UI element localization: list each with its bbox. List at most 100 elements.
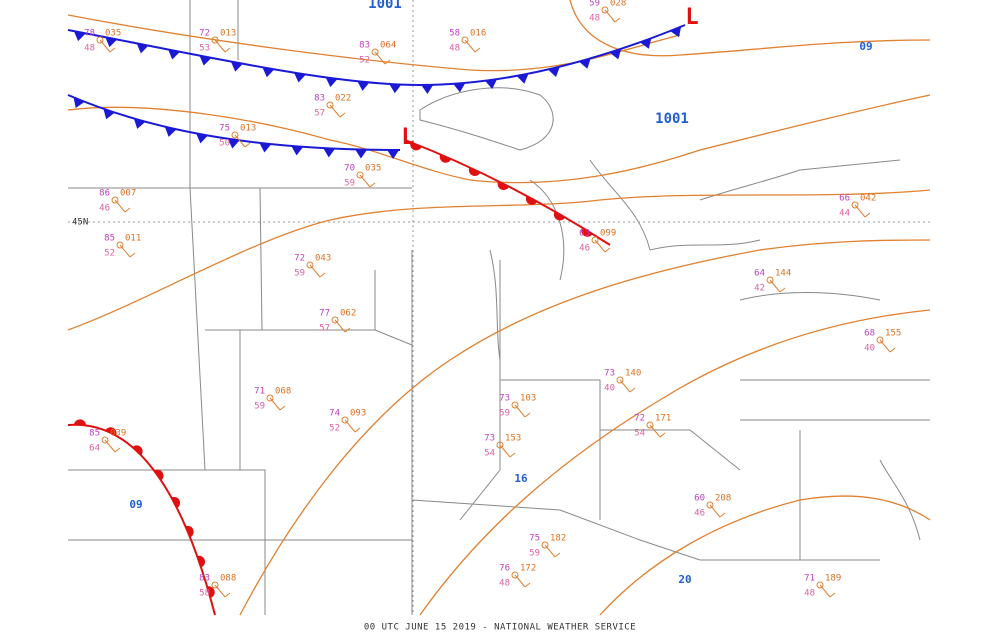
- front-triangle: [73, 97, 85, 108]
- dewpoint: 48: [84, 44, 95, 54]
- wind-barb: [339, 112, 346, 118]
- dewpoint: 58: [199, 589, 210, 599]
- pressure: 099: [600, 229, 616, 239]
- temperature: 73: [604, 369, 615, 379]
- wind-barb: [524, 412, 531, 418]
- pressure: 153: [505, 434, 521, 444]
- dewpoint: 64: [89, 444, 100, 454]
- dewpoint: 46: [694, 509, 705, 519]
- station-circle: [96, 36, 104, 44]
- dewpoint: 57: [319, 324, 330, 334]
- wind-barb: [554, 552, 561, 558]
- dewpoint: 59: [344, 179, 355, 189]
- temperature: 75: [529, 534, 540, 544]
- wind-barb: [354, 427, 361, 433]
- dewpoint: 46: [579, 244, 590, 254]
- station-circle: [541, 541, 549, 549]
- pressure: 064: [380, 41, 396, 51]
- wind-barb: [524, 582, 531, 588]
- wind-barb: [244, 142, 251, 148]
- wind-barb: [234, 134, 246, 148]
- front-semicircle: [73, 419, 86, 426]
- pressure: 062: [340, 309, 356, 319]
- front-semicircle: [171, 496, 181, 509]
- station-circle: [646, 421, 654, 429]
- wind-barb: [344, 327, 351, 333]
- station-circle: [511, 401, 519, 409]
- isobar-label: 1001: [368, 0, 402, 12]
- temperature: 63: [579, 229, 590, 239]
- wind-barb: [464, 39, 476, 53]
- front-triangle: [262, 67, 275, 78]
- front-semicircle: [410, 142, 422, 151]
- wind-barb: [309, 264, 321, 278]
- front-triangle: [105, 37, 118, 48]
- station-circle: [496, 441, 504, 449]
- warm-front: [67, 423, 216, 616]
- front-semicircle: [468, 167, 481, 176]
- temperature: 76: [499, 564, 510, 574]
- station-circle: [211, 36, 219, 44]
- station-circle: [356, 171, 364, 179]
- station-circle: [111, 196, 119, 204]
- wind-barb: [659, 432, 666, 438]
- wind-barb: [329, 104, 341, 118]
- station-circle: [101, 436, 109, 444]
- front-triangle: [421, 84, 434, 94]
- wind-barb: [619, 379, 631, 393]
- wind-barb: [344, 419, 356, 433]
- pressure: 144: [775, 269, 791, 279]
- dewpoint: 46: [99, 204, 110, 214]
- cold-front: [67, 24, 686, 87]
- pressure: 028: [610, 0, 626, 9]
- wind-barb: [369, 182, 376, 188]
- wind-barb: [224, 592, 231, 598]
- front-semicircle: [154, 469, 164, 481]
- temperature: 83: [359, 41, 370, 51]
- wind-barb: [109, 47, 116, 53]
- pressure: 093: [350, 409, 366, 419]
- front-triangle: [294, 72, 306, 83]
- pressure: 007: [120, 189, 136, 199]
- dewpoint: 54: [484, 449, 495, 459]
- temperature: 74: [329, 409, 340, 419]
- front-semicircle: [207, 586, 215, 598]
- pressure: 068: [275, 387, 291, 397]
- pressure: 013: [240, 124, 256, 134]
- front-triangle: [357, 81, 370, 91]
- wind-barb: [879, 339, 891, 353]
- front-triangle: [199, 55, 212, 66]
- station-circle: [326, 101, 334, 109]
- front-triangle: [387, 149, 400, 159]
- station-circle: [511, 571, 519, 579]
- front-semicircle: [497, 181, 509, 190]
- wind-barb: [114, 199, 126, 213]
- front-semicircle: [132, 445, 143, 456]
- pressure: 172: [520, 564, 536, 574]
- front-triangle: [133, 118, 146, 129]
- station-circle: [816, 581, 824, 589]
- pressure: 182: [550, 534, 566, 544]
- wind-barb: [649, 424, 661, 438]
- dewpoint: 59: [499, 409, 510, 419]
- wind-barb: [384, 59, 391, 65]
- dewpoint: 52: [359, 56, 370, 66]
- wind-barb: [374, 51, 386, 65]
- wind-barb: [544, 544, 556, 558]
- wind-barb: [889, 347, 896, 353]
- front-triangle: [230, 61, 243, 72]
- station-circle: [591, 236, 599, 244]
- wind-barb: [114, 447, 121, 453]
- station-circle: [306, 261, 314, 269]
- front-triangle: [609, 48, 622, 60]
- wind-barb: [214, 584, 226, 598]
- station-circle: [331, 316, 339, 324]
- fronts: [67, 24, 686, 616]
- wind-barb: [864, 212, 871, 218]
- front-triangle: [103, 108, 115, 120]
- wind-barb: [819, 584, 831, 598]
- front-triangle: [291, 145, 304, 156]
- front-triangle: [453, 82, 466, 93]
- front-semicircle: [185, 525, 194, 538]
